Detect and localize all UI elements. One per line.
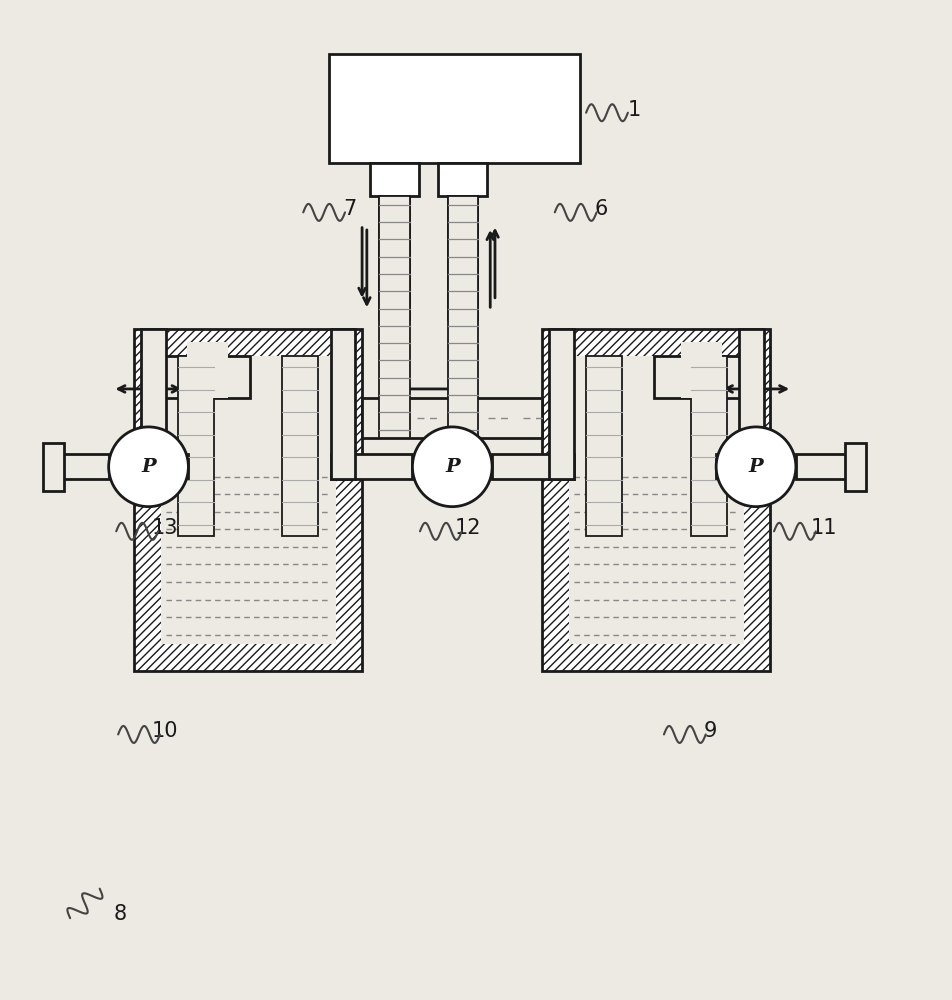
Bar <box>543 329 770 671</box>
Circle shape <box>716 427 796 507</box>
Bar <box>328 54 581 163</box>
Circle shape <box>109 427 188 507</box>
Text: P: P <box>141 458 156 476</box>
Bar <box>369 163 419 196</box>
Bar <box>141 329 166 479</box>
Bar <box>845 443 866 491</box>
Text: 12: 12 <box>455 518 482 538</box>
Bar <box>447 196 478 438</box>
Bar <box>379 196 409 438</box>
Text: P: P <box>445 458 460 476</box>
Circle shape <box>412 427 492 507</box>
Bar <box>492 454 574 479</box>
Bar <box>654 356 744 398</box>
Text: 1: 1 <box>628 100 641 120</box>
Bar <box>681 342 722 398</box>
Bar <box>330 454 412 479</box>
Bar <box>166 454 188 479</box>
Text: 13: 13 <box>151 518 178 538</box>
Bar <box>739 329 764 479</box>
Bar <box>43 443 64 491</box>
Bar <box>716 454 739 479</box>
Bar <box>178 356 214 536</box>
Bar <box>796 454 856 479</box>
Text: 10: 10 <box>151 721 178 741</box>
Bar <box>549 329 574 479</box>
Bar <box>161 356 250 398</box>
Bar <box>161 356 335 644</box>
Text: 11: 11 <box>811 518 838 538</box>
Text: P: P <box>748 458 764 476</box>
Bar <box>586 356 623 536</box>
Bar <box>690 356 726 536</box>
Bar <box>53 454 109 479</box>
Bar <box>362 398 543 438</box>
Text: 6: 6 <box>595 199 608 219</box>
Bar <box>438 163 487 196</box>
Bar <box>134 329 362 671</box>
Bar <box>569 356 744 644</box>
Text: 8: 8 <box>113 904 127 924</box>
Bar <box>447 196 478 320</box>
Bar <box>188 342 228 398</box>
Text: 9: 9 <box>704 721 717 741</box>
Bar <box>283 356 318 536</box>
Bar <box>379 196 409 320</box>
Text: 7: 7 <box>343 199 356 219</box>
Bar <box>330 329 355 479</box>
